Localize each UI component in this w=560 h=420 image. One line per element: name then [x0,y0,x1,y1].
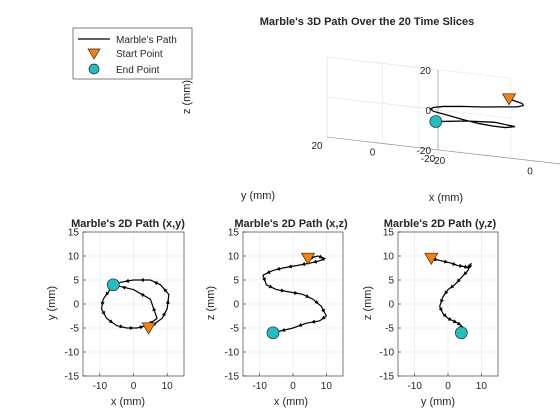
chart-xz-title: Marble's 2D Path (x,z) [234,218,348,230]
chart-yz-xlabel: y (mm) [421,396,455,408]
chart-yz-title: Marble's 2D Path (y,z) [384,218,497,230]
chart-xz-ytick-label: -10 [225,348,240,359]
chart-3d-end-point [430,116,442,128]
chart-3d-marks [430,94,523,128]
chart-3d-xlabel: x (mm) [429,192,463,204]
legend-entry-path: Marble's Path [116,35,177,46]
chart-yz-ytick-label: -5 [385,324,394,335]
chart-xz-xtick-label: -10 [252,381,267,392]
chart-xz-ytick-label: 5 [233,276,239,287]
chart-xy-xtick-label: 0 [131,381,137,392]
chart-xy-ytick-label: 10 [68,252,80,263]
chart-3d-zlabel: z (mm) [181,80,193,114]
chart-3d-path: Marble's 3D Path Over the 20 Time Slices… [181,16,560,204]
chart-3d-start-point [503,94,516,105]
chart-yz-ytick-label: -15 [380,372,395,383]
chart-xy-ytick-label: -15 [65,372,80,383]
chart-yz-ylabel: z (mm) [362,286,374,320]
chart-yz-ytick-label: -10 [380,348,395,359]
chart-yz: Marble's 2D Path (y,z) -10 0 10 -15 -10 -5 0 5 1… [362,218,498,408]
chart-yz-xtick-label: -10 [407,381,422,392]
chart-xy-xlabel: x (mm) [111,396,145,408]
chart-3d-axis-x [438,150,560,171]
chart-xz-ytick-label: 0 [233,300,239,311]
chart-xy-ytick-label: 0 [73,300,79,311]
chart-yz-end-point [455,327,467,339]
legend: Marble's Path Start Point End Point [73,28,192,79]
chart-3d-xtick-label: 0 [527,167,533,178]
chart-3d-gridline-floor-y [438,150,560,171]
chart-yz-xtick-label: 10 [476,381,488,392]
chart-xz-xtick-label: 0 [290,381,296,392]
chart-xy-ylabel: y (mm) [46,286,58,320]
chart-xy-ytick-label: 5 [73,276,79,287]
legend-end-circle-icon [89,64,99,74]
chart-xy-title: Marble's 2D Path (x,y) [71,218,185,230]
chart-xy-xtick-label: 10 [162,381,174,392]
chart-xy-ytick-label: -5 [70,324,79,335]
chart-yz-ytick-label: 0 [388,300,394,311]
chart-xz-ytick-label: -15 [225,372,240,383]
chart-yz-ytick-label: 5 [388,276,394,287]
chart-3d-ytick-label: 20 [311,141,323,152]
chart-3d-title: Marble's 3D Path Over the 20 Time Slices [260,16,475,28]
chart-xy: Marble's 2D Path (x,y) -10 0 10 -15 -10 -5 0 5 1… [46,218,185,408]
chart-xz-xlabel: x (mm) [274,396,308,408]
chart-xy-end-point [107,279,119,291]
chart-xz-ytick-label: -5 [230,324,239,335]
chart-3d-ytick-label: -20 [421,154,436,165]
chart-xy-ytick-label: 15 [68,228,80,239]
chart-yz-ytick-label: 15 [383,228,395,239]
chart-xz-ytick-label: 10 [228,252,240,263]
chart-xz-ytick-label: 15 [228,228,240,239]
chart-xz: Marble's 2D Path (x,z) -10 0 10 -15 -10 -5 0 5 1… [205,218,348,408]
chart-xz-end-point [267,327,279,339]
chart-xz-ylabel: z (mm) [205,286,217,320]
chart-3d-gridline-floor-x [511,158,560,171]
chart-yz-xtick-label: 0 [445,381,451,392]
legend-entry-start: Start Point [116,49,163,60]
chart-3d-ztick-label: 20 [420,66,432,77]
legend-entry-end: End Point [116,65,160,76]
chart-3d-ztick-label: 0 [425,106,431,117]
chart-yz-ytick-label: 10 [383,252,395,263]
chart-xy-ytick-label: -10 [65,348,80,359]
chart-xy-xtick-label: -10 [93,381,108,392]
chart-xz-xtick-label: 10 [321,381,333,392]
chart-3d-ylabel: y (mm) [241,190,275,202]
chart-3d-ytick-label: 0 [370,148,376,159]
